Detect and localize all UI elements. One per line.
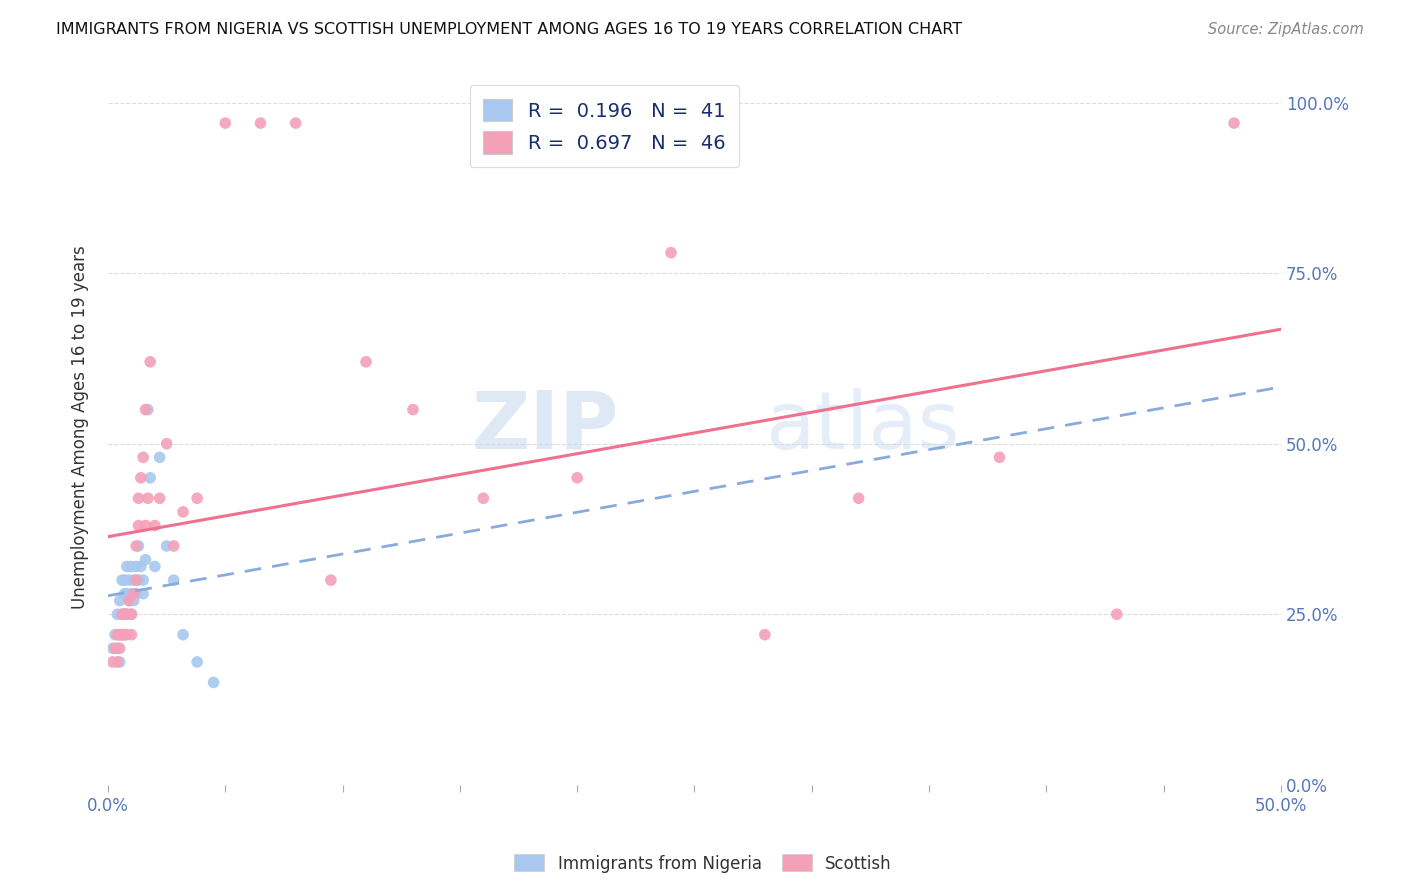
Point: [122, 587, 145, 601]
Point: [1105, 607, 1128, 622]
Point: [132, 573, 155, 587]
Point: [163, 573, 186, 587]
Point: [125, 559, 148, 574]
Point: [115, 607, 138, 622]
Point: [112, 607, 135, 622]
Point: [101, 655, 124, 669]
Text: ZIP: ZIP: [471, 388, 619, 466]
Point: [132, 450, 155, 465]
Point: [163, 539, 186, 553]
Point: [186, 491, 208, 506]
Point: [136, 402, 159, 417]
Legend: R =  0.196   N =  41, R =  0.697   N =  46: R = 0.196 N = 41, R = 0.697 N = 46: [470, 86, 740, 168]
Point: [118, 593, 141, 607]
Point: [319, 573, 342, 587]
Point: [101, 641, 124, 656]
Point: [122, 593, 145, 607]
Point: [105, 641, 128, 656]
Point: [249, 116, 271, 130]
Point: [111, 607, 134, 622]
Point: [139, 355, 162, 369]
Point: [120, 607, 142, 622]
Point: [186, 655, 208, 669]
Point: [848, 491, 870, 506]
Point: [120, 628, 142, 642]
Point: [135, 518, 157, 533]
Point: [402, 402, 425, 417]
Point: [129, 471, 152, 485]
Point: [112, 573, 135, 587]
Point: [120, 559, 142, 574]
Point: [139, 471, 162, 485]
Legend: Immigrants from Nigeria, Scottish: Immigrants from Nigeria, Scottish: [508, 847, 898, 880]
Point: [125, 573, 148, 587]
Text: atlas: atlas: [765, 388, 959, 466]
Point: [111, 628, 134, 642]
Point: [754, 628, 776, 642]
Point: [149, 491, 172, 506]
Point: [125, 587, 148, 601]
Point: [988, 450, 1011, 465]
Point: [104, 641, 127, 656]
Point: [214, 116, 236, 130]
Point: [104, 628, 127, 642]
Point: [115, 607, 138, 622]
Point: [284, 116, 307, 130]
Point: [354, 355, 377, 369]
Point: [105, 655, 128, 669]
Point: [472, 491, 495, 506]
Point: [108, 628, 131, 642]
Point: [567, 471, 589, 485]
Point: [120, 607, 142, 622]
Point: [108, 628, 131, 642]
Point: [112, 607, 135, 622]
Point: [112, 628, 135, 642]
Point: [135, 552, 157, 566]
Point: [127, 518, 149, 533]
Point: [111, 607, 134, 622]
Point: [149, 450, 172, 465]
Point: [172, 505, 194, 519]
Point: [111, 573, 134, 587]
Point: [115, 628, 138, 642]
Point: [1223, 116, 1246, 130]
Point: [127, 491, 149, 506]
Point: [129, 559, 152, 574]
Point: [105, 628, 128, 642]
Text: IMMIGRANTS FROM NIGERIA VS SCOTTISH UNEMPLOYMENT AMONG AGES 16 TO 19 YEARS CORRE: IMMIGRANTS FROM NIGERIA VS SCOTTISH UNEM…: [56, 22, 962, 37]
Point: [127, 573, 149, 587]
Point: [120, 587, 142, 601]
Point: [125, 539, 148, 553]
Point: [135, 402, 157, 417]
Point: [202, 675, 225, 690]
Point: [172, 628, 194, 642]
Y-axis label: Unemployment Among Ages 16 to 19 years: Unemployment Among Ages 16 to 19 years: [72, 244, 89, 608]
Point: [111, 628, 134, 642]
Point: [156, 436, 179, 450]
Point: [143, 518, 166, 533]
Point: [115, 559, 138, 574]
Point: [108, 655, 131, 669]
Point: [136, 491, 159, 506]
Point: [127, 539, 149, 553]
Text: Source: ZipAtlas.com: Source: ZipAtlas.com: [1208, 22, 1364, 37]
Point: [108, 593, 131, 607]
Point: [105, 607, 128, 622]
Point: [112, 628, 135, 642]
Point: [156, 539, 179, 553]
Point: [143, 559, 166, 574]
Point: [115, 587, 138, 601]
Point: [108, 641, 131, 656]
Point: [132, 587, 155, 601]
Point: [122, 573, 145, 587]
Point: [118, 573, 141, 587]
Point: [112, 587, 135, 601]
Point: [118, 593, 141, 607]
Point: [659, 245, 682, 260]
